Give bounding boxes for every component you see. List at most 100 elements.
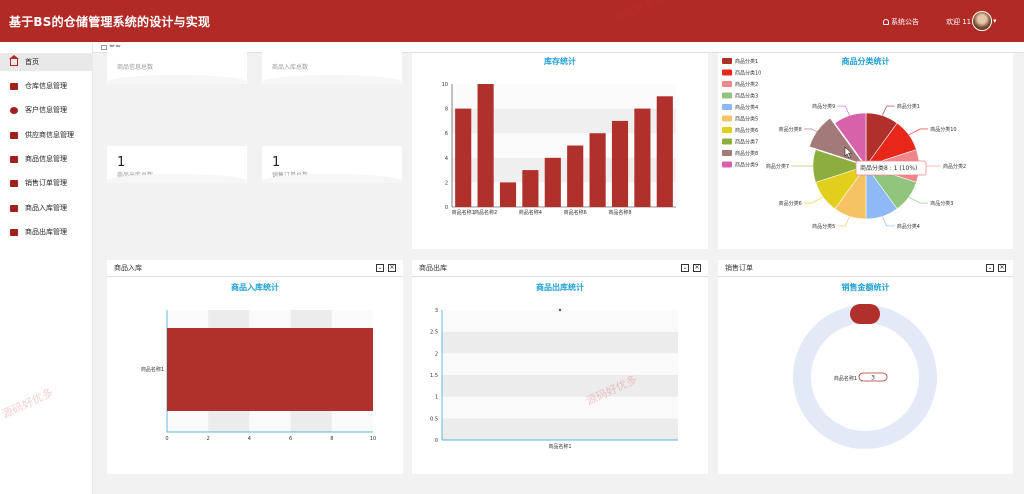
pie-leader-line (803, 128, 824, 136)
collapse-icon[interactable]: ⌄ (986, 264, 994, 272)
chart-title: 商品入库统计 (231, 283, 279, 292)
close-icon[interactable]: ✕ (693, 264, 701, 272)
panel-title: 销售订单 (725, 264, 753, 272)
legend-swatch (722, 138, 732, 145)
legend-label: 商品分类8 (735, 150, 758, 157)
pie-label: 商品分类4 (897, 223, 920, 230)
y-tick-label: 2 (445, 180, 448, 186)
close-icon[interactable]: ✕ (388, 264, 396, 272)
legend-label: 商品分类4 (735, 104, 758, 111)
chart-title: 商品出库统计 (536, 283, 584, 292)
sidebar-item-inbound[interactable]: 商品入库管理 (0, 199, 93, 217)
stat-card-inbound: 商品入库总数 (262, 47, 402, 84)
notice-label: 系统公告 (891, 18, 919, 26)
bar (656, 96, 673, 207)
y-tick-label: 10 (442, 82, 448, 88)
legend-swatch (722, 104, 732, 110)
sidebar-item-home[interactable]: 首页 (0, 53, 93, 71)
legend-swatch (722, 115, 732, 122)
x-tick-label: 10 (370, 436, 376, 442)
legend-label: 商品分类10 (735, 70, 761, 77)
pie-label: 商品分类10 (930, 126, 956, 133)
x-tick-label: 商品名称8 (608, 209, 631, 216)
inbound-bar-chart: 0 2 4 6 8 10 商品名称1 (141, 310, 376, 442)
y-tick-label: 0 (445, 205, 448, 211)
goods-icon (10, 155, 18, 163)
outbound-line-chart: 0 0.5 1 1.5 2 2.5 3 商品名称1 (430, 308, 678, 450)
pie-label: 商品分类6 (779, 200, 802, 207)
notice-link[interactable]: 系统公告 (883, 17, 919, 27)
sidebar-item-label: 商品信息管理 (25, 155, 67, 163)
x-tick-label: 6 (289, 436, 292, 442)
panel-header: 商品入库 ⌄ ✕ (107, 260, 403, 277)
x-tick-label: 0 (165, 436, 168, 442)
sidebar-item-supplier[interactable]: 供应商信息管理 (0, 126, 93, 144)
sidebar-item-outbound[interactable]: 商品出库管理 (0, 223, 93, 241)
x-tick-label: 商品名称2 (474, 209, 497, 216)
avatar[interactable] (972, 11, 992, 31)
collapse-icon[interactable]: ⌄ (681, 264, 689, 272)
customer-icon (10, 106, 18, 114)
order-icon (10, 179, 18, 187)
pie-label: 商品分类5 (812, 223, 835, 230)
pie-label: 商品分类1 (897, 103, 920, 110)
x-tick-label: 8 (330, 436, 333, 442)
supplier-icon (10, 131, 18, 139)
stat-label: 商品入库总数 (272, 64, 309, 71)
panel-title: 商品出库 (419, 264, 447, 272)
close-icon[interactable]: ✕ (998, 264, 1006, 272)
x-tick-label: 商品名称1 (452, 209, 475, 216)
y-tick-label: 4 (445, 156, 448, 162)
grid-band (442, 353, 678, 375)
panel-header: 销售订单 ⌄ ✕ (718, 260, 1013, 277)
panel-title: 商品入库 (114, 264, 142, 272)
sidebar-item-label: 商品出库管理 (25, 228, 67, 236)
y-tick-label: 1 (435, 395, 438, 401)
grid-band (442, 375, 678, 397)
sidebar-item-goods[interactable]: 商品信息管理 (0, 150, 93, 168)
bar (589, 133, 606, 207)
sidebar-item-orders[interactable]: 销售订单管理 (0, 174, 93, 192)
cursor-icon (844, 146, 853, 159)
welcome-text: 欢迎 11 (946, 18, 972, 26)
sidebar-item-label: 商品入库管理 (25, 204, 67, 212)
inbound-panel: 商品入库 ⌄ ✕ 商品入库统计 0 2 4 6 8 10 商品名称1 (107, 260, 403, 474)
bar (544, 157, 561, 207)
grid-band (442, 310, 678, 332)
stat-card-goods: 商品信息总数 (107, 47, 247, 84)
wave-decoration (107, 75, 247, 84)
pie-leader-line (882, 216, 895, 227)
x-tick-label: 商品名称4 (519, 209, 542, 216)
stat-value: 1 (117, 155, 126, 170)
pie-leader-line (803, 196, 824, 204)
legend-swatch (722, 58, 732, 64)
data-point (558, 308, 562, 312)
bar (477, 84, 494, 207)
y-tick-label: 2 (435, 351, 438, 357)
sidebar-item-customer[interactable]: 客户信息管理 (0, 101, 93, 119)
x-tick-label: 2 (207, 436, 210, 442)
chart-title: 销售金额统计 (841, 283, 890, 292)
chevron-down-icon[interactable]: ▾ (993, 17, 997, 25)
pie-leader-line (908, 196, 929, 204)
collapse-icon[interactable]: ⌄ (376, 264, 384, 272)
stat-card-outbound: 1 商品出库总数 (107, 146, 247, 183)
bar (634, 108, 651, 207)
pie-label: 商品分类8 (779, 126, 802, 133)
value-badge (858, 372, 888, 382)
app-title: 基于BS的仓储管理系统的设计与实现 (9, 15, 211, 29)
legend-label: 商品分类3 (735, 93, 758, 100)
outbound-panel: 商品出库 ⌄ ✕ 商品出库统计 0 0.5 1 1.5 2 2.5 3 商品名称1 (412, 260, 708, 474)
chart-title: 库存统计 (544, 57, 576, 66)
legend-swatch (722, 161, 732, 168)
tooltip-box (855, 160, 927, 176)
grid-band (442, 396, 678, 419)
bar (455, 108, 472, 207)
wave-decoration (107, 174, 247, 183)
sidebar: 首页 仓库信息管理 客户信息管理 供应商信息管理 商品信息管理 销售订单管理 商… (0, 42, 93, 494)
sidebar-item-warehouse[interactable]: 仓库信息管理 (0, 77, 93, 95)
bar (611, 120, 629, 207)
top-header: 基于BS的仓储管理系统的设计与实现 系统公告 欢迎 11 ▾ (0, 0, 1024, 42)
legend-swatch (722, 81, 732, 87)
pie-leader-line (837, 216, 850, 227)
